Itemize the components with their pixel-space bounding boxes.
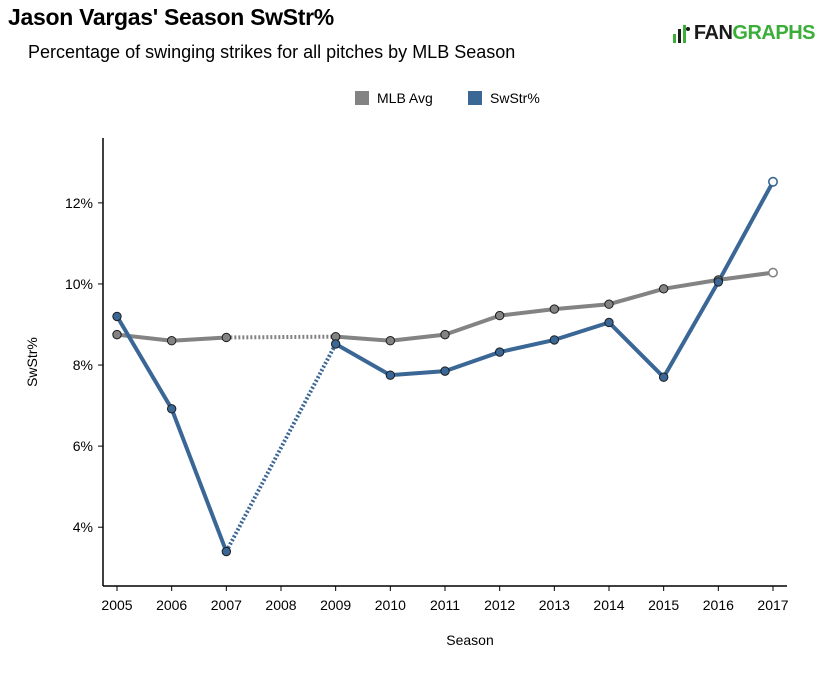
- chart-subtitle: Percentage of swinging strikes for all p…: [28, 42, 516, 62]
- y-tick-label-4: 12%: [65, 195, 93, 211]
- series-1-line-segment-0: [115, 314, 229, 554]
- series-1-point-2013: [549, 335, 560, 345]
- x-tick-label-4: 2009: [320, 597, 351, 613]
- series-0-point-2006: [166, 336, 177, 346]
- series-1-point-2015: [658, 372, 669, 382]
- x-tick-label-6: 2011: [430, 597, 460, 613]
- x-tick-label-10: 2015: [648, 597, 679, 613]
- series-1-point-2016: [713, 277, 724, 287]
- x-tick-label-7: 2012: [484, 597, 515, 613]
- chart-title: Jason Vargas' Season SwStr%: [8, 4, 334, 30]
- x-tick-label-11: 2016: [703, 597, 734, 613]
- y-tick-label-1: 6%: [73, 438, 93, 454]
- fangraphs-bars-icon: [672, 24, 690, 43]
- x-tick-label-12: 2017: [757, 597, 788, 613]
- series-0-point-2005: [112, 329, 122, 340]
- x-tick-label-1: 2006: [156, 597, 187, 613]
- logo-text-fan: FAN: [693, 22, 733, 44]
- axes: 4% 6% 8% 10% 12% 2005 2006 2007 2008 2009 2010 2011…: [24, 138, 789, 648]
- x-tick-label-2: 2007: [211, 597, 242, 613]
- x-tick-label-3: 2008: [265, 597, 296, 613]
- y-tick-label-2: 8%: [73, 357, 93, 373]
- x-tick-label-5: 2010: [375, 597, 406, 613]
- series-1-gap-bridge-0: [224, 343, 338, 553]
- logo-text-graphs: GRAPHS: [732, 22, 815, 44]
- y-tick-label-3: 10%: [65, 276, 93, 292]
- series-1-line-segment-1: [333, 179, 775, 380]
- series-0-point-2010: [385, 336, 396, 346]
- legend-label-0: MLB Avg: [377, 90, 433, 106]
- series-0-point-2015: [658, 284, 669, 294]
- series-1-point-2010: [385, 370, 396, 380]
- series-0-point-2013: [549, 304, 560, 314]
- series-1-point-2007: [221, 546, 232, 557]
- x-tick-label-9: 2014: [593, 597, 624, 613]
- x-tick-label-0: 2005: [101, 597, 132, 613]
- series-1-point-2006: [166, 404, 177, 414]
- series-1-point-2005: [112, 311, 122, 322]
- x-axis-title: Season: [446, 632, 493, 648]
- series-0-gap-bridge-0: [226, 334, 336, 340]
- legend-swatch-1: [468, 91, 482, 105]
- series-0-point-2007: [221, 332, 232, 343]
- series-1-point-2009: [330, 339, 341, 349]
- series-0-point-2014: [604, 299, 614, 309]
- legend-swatch-0: [355, 91, 369, 105]
- series-0-point-2011: [440, 329, 450, 340]
- legend: MLB Avg SwStr%: [355, 90, 540, 106]
- y-axis-title: SwStr%: [24, 337, 40, 387]
- series-0-point-2017: [767, 267, 778, 278]
- series-0-point-2012: [494, 310, 505, 321]
- series-points: [112, 176, 778, 557]
- series-1-point-2011: [440, 366, 450, 376]
- series-1-point-2012: [494, 347, 505, 357]
- legend-label-1: SwStr%: [490, 90, 540, 106]
- y-tick-label-0: 4%: [73, 519, 93, 535]
- series-1-point-2017: [767, 176, 778, 187]
- x-tick-label-8: 2013: [539, 597, 570, 613]
- fangraphs-logo: FAN GRAPHS: [672, 22, 815, 45]
- series-1-point-2014: [604, 317, 614, 328]
